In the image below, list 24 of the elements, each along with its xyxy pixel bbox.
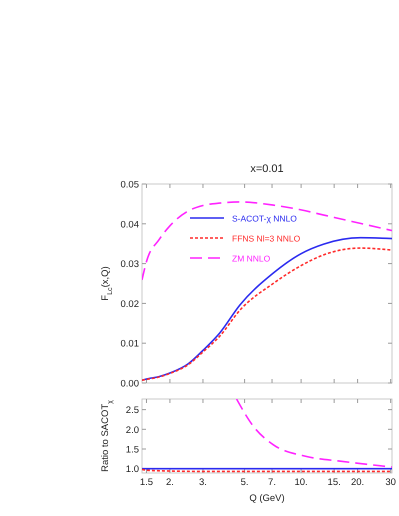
x-tick-label: 15.: [328, 477, 341, 488]
x-tick-label: 5.: [240, 477, 249, 488]
y-tick-label: 0.00: [120, 378, 139, 390]
x-tick-label: 30: [385, 477, 396, 488]
x-tick-label: 2.: [166, 477, 174, 488]
x-tick-label: 3.: [199, 477, 207, 488]
y-tick-label: 1.0: [126, 464, 139, 476]
legend-label: FFNS Nl=3 NNLO: [232, 234, 301, 244]
y-tick-label: 2.5: [126, 405, 139, 416]
y-tick-label: 0.04: [120, 219, 139, 230]
x-tick-label: 7.: [268, 477, 276, 488]
x-tick-label: 1.5: [140, 477, 154, 488]
y-tick-label: 2.0: [126, 424, 139, 436]
y-tick-label: 0.01: [120, 338, 139, 350]
legend-label: S-ACOT-χ NNLO: [232, 214, 298, 224]
x-axis-title: Q (GeV): [249, 493, 285, 504]
y-tick-label: 1.5: [126, 444, 139, 456]
y-tick-label: 0.03: [120, 259, 139, 270]
chart-title: x=0.01: [250, 163, 284, 175]
legend-label: ZM NNLO: [232, 254, 271, 264]
y-tick-label: 0.05: [120, 180, 139, 190]
y-tick-label: 0.02: [120, 298, 139, 310]
x-tick-label: 10.: [294, 477, 308, 488]
x-tick-label: 20.: [350, 477, 364, 488]
